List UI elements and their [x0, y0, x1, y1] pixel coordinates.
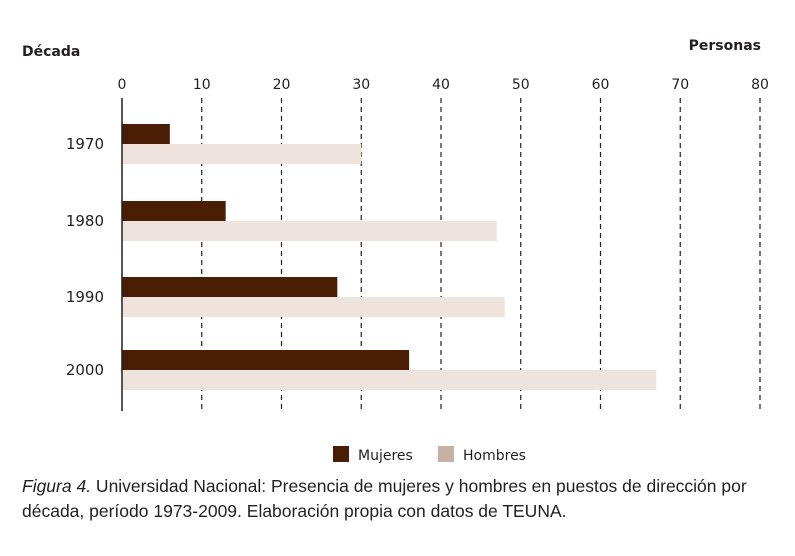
x-tick-label: 20: [273, 77, 291, 93]
category-label: 2000: [66, 361, 104, 379]
legend-swatch-hombres: [438, 446, 454, 462]
x-axis-title: Personas: [689, 38, 761, 54]
y-axis-title: Década: [22, 44, 80, 60]
x-tick-labels: 0 10 20 30 40 50 60 70 80: [118, 77, 769, 93]
bar-mujeres-1970: [122, 124, 170, 144]
bar-mujeres-1990: [122, 277, 338, 297]
x-tick-label: 80: [751, 77, 769, 93]
legend-swatch-mujeres: [333, 446, 349, 462]
bar-mujeres-1980: [122, 201, 226, 221]
x-tick-label: 70: [671, 77, 689, 93]
figure-caption-text: Universidad Nacional: Presencia de mujer…: [22, 476, 747, 521]
legend-label-mujeres: Mujeres: [358, 448, 413, 464]
figure-label: Figura 4.: [22, 476, 92, 496]
bar-hombres-1980: [122, 221, 497, 241]
grid-lines: [201, 98, 761, 411]
x-tick-label: 10: [193, 77, 211, 93]
figure-caption: Figura 4. Universidad Nacional: Presenci…: [22, 474, 782, 524]
x-tick-label: 30: [352, 77, 370, 93]
category-label: 1980: [66, 212, 104, 230]
x-tick-label: 60: [592, 77, 610, 93]
legend: Mujeres Hombres: [333, 446, 526, 464]
bar-mujeres-2000: [122, 350, 410, 370]
bar-hombres-2000: [122, 370, 657, 390]
bar-hombres-1990: [122, 297, 505, 317]
x-tick-label: 50: [512, 77, 530, 93]
x-tick-label: 40: [432, 77, 450, 93]
bar-hombres-1970: [122, 144, 362, 164]
x-tick-label: 0: [118, 77, 127, 93]
bars: [122, 124, 657, 390]
bar-chart: Década Personas 0 10 20 30 40 50 60 70 80 197019…: [22, 38, 769, 464]
legend-label-hombres: Hombres: [463, 448, 526, 464]
category-labels: 1970 1980 1990 2000: [66, 135, 104, 379]
category-label: 1970: [66, 135, 104, 153]
category-label: 1990: [66, 288, 104, 306]
